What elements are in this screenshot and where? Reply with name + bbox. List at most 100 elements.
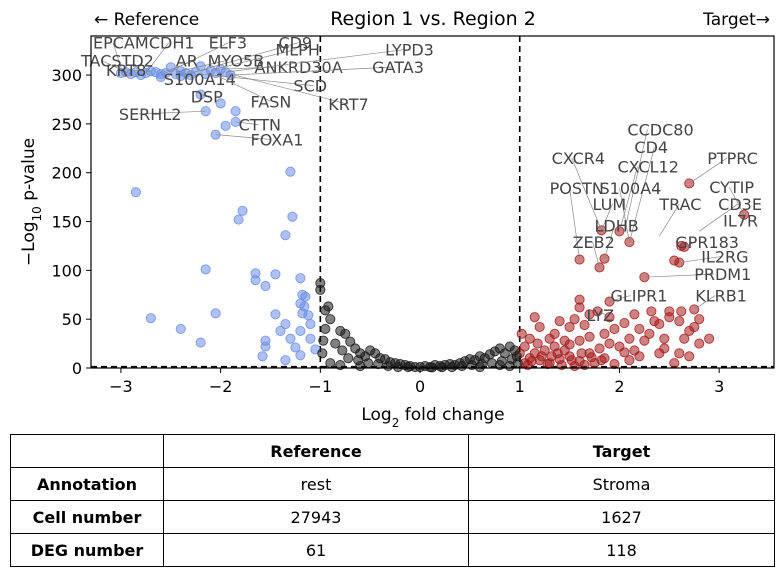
data-point-up [586,352,597,363]
data-point-up [524,333,535,344]
data-point-up [676,306,687,317]
gene-label: KLRB1 [695,287,747,306]
data-point-up [556,360,567,371]
data-point-up [529,312,540,323]
table-cell-target: 118 [468,533,775,567]
gene-label: CXCL12 [617,158,678,177]
data-point-ns [325,358,336,369]
data-point-down [260,335,271,346]
data-point-down [300,291,311,302]
data-point-down [195,337,206,348]
plot-frame [90,35,775,369]
data-point-down [305,333,316,344]
gene-label: POSTN [550,179,604,198]
annotation-leader-line [592,241,600,268]
data-point-down [285,333,296,344]
annotation-leader-line [145,42,170,74]
data-point-up [579,360,590,371]
data-point-up [609,359,620,370]
y-axis-label-rest: p-value [19,138,39,206]
data-point-ns [355,360,366,372]
annotation-leader-line [160,59,196,74]
table-cell-target: Stroma [468,467,775,501]
table-row-label: Cell number [10,500,164,534]
x-tick-label: 3 [714,377,724,396]
gene-label: CD3E [718,195,762,214]
gene-label: LUM [593,195,627,214]
annotation-leader-line [215,74,271,102]
gene-label: PTPRC [707,149,758,168]
annotation-leader-line [200,94,211,97]
data-point-up [646,306,657,317]
x-tick-label: 1 [515,377,525,396]
data-point-up [674,316,685,327]
gene-label: AR [176,51,198,70]
data-point-down [297,308,308,319]
gene-label: MYO5B [208,51,264,70]
gene-label: CCDC80 [627,121,693,140]
data-point-ns [337,345,348,356]
data-point-down [305,319,316,330]
annotation-leader-line [215,134,271,140]
x-tick-label: −2 [209,377,233,396]
gene-label: S100A14 [164,70,236,89]
gene-label: ZEB2 [573,233,615,252]
data-point-down [295,350,306,361]
data-point-up [684,351,695,362]
x-axis-label-rest: fold change [399,405,504,425]
annotation-leader-line [230,66,393,76]
gene-label: CYTIP [709,178,754,197]
table-cell-reference: 27943 [163,500,469,534]
annotation-leader-line [210,49,296,71]
annotation-leader-line [689,157,728,184]
gene-label: GLIPR1 [610,287,667,306]
data-point-up [624,333,635,344]
data-point-ns [474,361,485,373]
x-tick-label: 0 [415,377,425,396]
gene-label: CD4 [634,138,668,157]
gene-label: DSP [191,87,223,106]
data-point-down [295,325,306,336]
table-header-target: Target [468,434,775,468]
data-point-up [574,335,585,346]
data-point-up [639,335,650,346]
gene-label: LDHB [595,216,639,235]
data-point-up [574,302,585,313]
data-point-ns [345,336,356,347]
gene-label: TACSTD2 [80,51,154,70]
data-point-up [679,333,690,344]
gene-label: CD9 [278,34,312,53]
data-point-up [559,335,570,346]
data-point-up [576,348,587,359]
gene-label: TRAC [658,195,701,214]
data-point-down [270,269,281,280]
data-point-down [285,166,296,177]
data-point-up [569,314,580,325]
gene-label: ANKRD30A [255,58,343,77]
gene-label: GATA3 [372,58,424,77]
annotation-leader-line [225,49,406,73]
data-point-down [145,313,156,324]
table-header-empty [10,434,164,468]
annotation-leader-line [190,42,299,74]
data-point-up [649,316,660,327]
data-point-ns [456,360,467,372]
data-point-down [280,319,291,330]
data-point-ns [403,361,414,373]
annotation-leader-line [235,121,259,126]
data-point-up [552,348,563,359]
gene-label: KRT8 [106,61,146,80]
data-point-up [659,333,670,344]
data-point-up [634,351,645,362]
data-point-up [604,312,615,323]
data-point-down [250,275,261,286]
data-point-ns [335,360,346,371]
volcano-plot: Region 1 vs. Region 2 ← Reference Target… [19,8,775,430]
y-tick-label: 100 [51,261,82,280]
annotation-leader-line [597,311,607,316]
data-point-down [230,106,241,117]
annotation-leader-line [230,73,349,105]
gene-label: SCD [293,77,327,96]
data-point-down [210,308,221,319]
gene-label: FASN [251,92,292,111]
